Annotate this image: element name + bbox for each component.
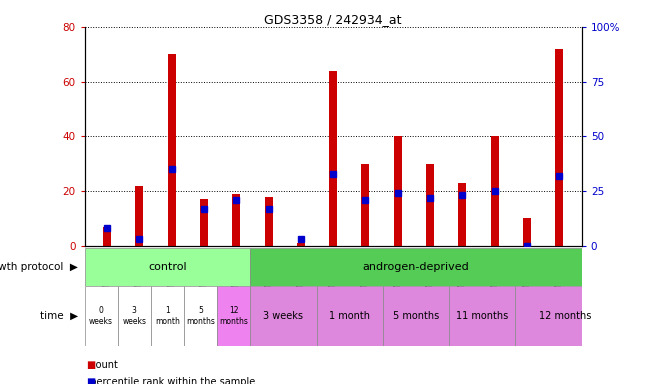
Bar — [383, 286, 449, 346]
Text: count: count — [84, 360, 118, 370]
Text: growth protocol  ▶: growth protocol ▶ — [0, 262, 78, 272]
Bar — [200, 199, 208, 246]
Text: 0
weeks: 0 weeks — [89, 306, 113, 326]
Bar — [217, 286, 250, 346]
Text: 5 months: 5 months — [393, 311, 439, 321]
Bar — [515, 286, 615, 346]
Bar — [118, 286, 151, 346]
Text: control: control — [148, 262, 187, 272]
Text: ■: ■ — [86, 360, 96, 370]
Bar — [135, 185, 144, 246]
Bar — [317, 286, 383, 346]
Bar — [449, 286, 515, 346]
Text: 12
months: 12 months — [219, 306, 248, 326]
Bar — [103, 227, 111, 246]
Bar — [151, 286, 184, 346]
Text: percentile rank within the sample: percentile rank within the sample — [84, 377, 255, 384]
Text: androgen-deprived: androgen-deprived — [363, 262, 469, 272]
Text: 1 month: 1 month — [329, 311, 370, 321]
Bar — [168, 54, 176, 246]
Bar — [394, 136, 402, 246]
Text: 11 months: 11 months — [456, 311, 508, 321]
Text: time  ▶: time ▶ — [40, 311, 78, 321]
Bar — [458, 183, 466, 246]
Bar — [555, 49, 563, 246]
Bar — [232, 194, 240, 246]
Title: GDS3358 / 242934_at: GDS3358 / 242934_at — [265, 13, 402, 26]
Bar — [84, 286, 118, 346]
Bar — [250, 286, 317, 346]
Bar — [250, 248, 582, 286]
Bar — [329, 71, 337, 246]
Bar — [184, 286, 217, 346]
Bar — [265, 197, 272, 246]
Text: 1
month: 1 month — [155, 306, 180, 326]
Text: 3
weeks: 3 weeks — [122, 306, 146, 326]
Text: 3 weeks: 3 weeks — [263, 311, 304, 321]
Text: ■: ■ — [86, 377, 96, 384]
Text: 5
months: 5 months — [186, 306, 215, 326]
Bar — [523, 218, 531, 246]
Bar — [491, 136, 499, 246]
Text: 12 months: 12 months — [539, 311, 592, 321]
Bar — [84, 248, 250, 286]
Bar — [297, 243, 305, 246]
Bar — [426, 164, 434, 246]
Bar — [361, 164, 369, 246]
